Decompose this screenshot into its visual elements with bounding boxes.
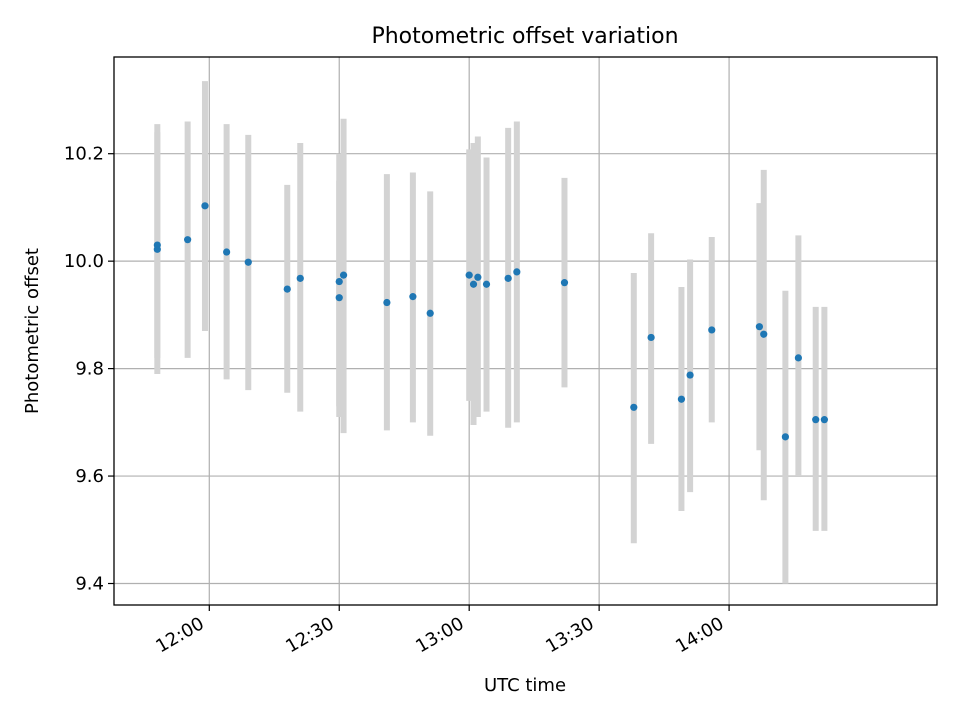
data-point: [677, 395, 686, 403]
data-point: [812, 416, 820, 424]
data-point: [153, 241, 161, 249]
plot-frame: [113, 56, 938, 606]
data-point: [409, 293, 417, 301]
data-point: [760, 330, 768, 338]
data-point: [474, 273, 482, 281]
data-point: [283, 285, 291, 293]
y-tick-label: 9.4: [75, 574, 104, 595]
data-point: [335, 277, 343, 286]
data-point: [504, 274, 512, 282]
data-point: [426, 309, 434, 317]
data-point: [794, 354, 802, 362]
data-point: [820, 416, 828, 424]
data-point: [184, 236, 192, 244]
data-point: [469, 280, 478, 288]
data-point: [465, 271, 473, 279]
data-point: [223, 248, 231, 256]
y-axis: 9.4 9.6 9.8 10.0 10.2: [64, 144, 114, 595]
data-point: [560, 279, 569, 287]
data-point: [335, 294, 343, 302]
x-axis-label: UTC time: [484, 675, 566, 696]
data-point: [708, 326, 716, 334]
data-points: [153, 202, 828, 441]
y-tick-label: 9.6: [75, 466, 104, 487]
data-point: [647, 333, 655, 342]
data-point: [296, 274, 304, 282]
data-point: [201, 202, 209, 210]
y-tick-label: 9.8: [75, 359, 104, 380]
data-point: [339, 271, 348, 279]
data-point: [513, 268, 521, 276]
data-point: [686, 371, 694, 379]
y-tick-label: 10.0: [64, 251, 104, 272]
y-tick-label: 10.2: [64, 144, 104, 165]
chart-title: Photometric offset variation: [371, 24, 678, 49]
data-point: [244, 258, 252, 266]
data-point: [482, 280, 491, 288]
y-axis-label: Photometric offset: [22, 248, 43, 414]
data-point: [755, 323, 764, 331]
data-point: [630, 403, 638, 411]
data-point: [781, 433, 789, 441]
data-point: [383, 298, 391, 307]
